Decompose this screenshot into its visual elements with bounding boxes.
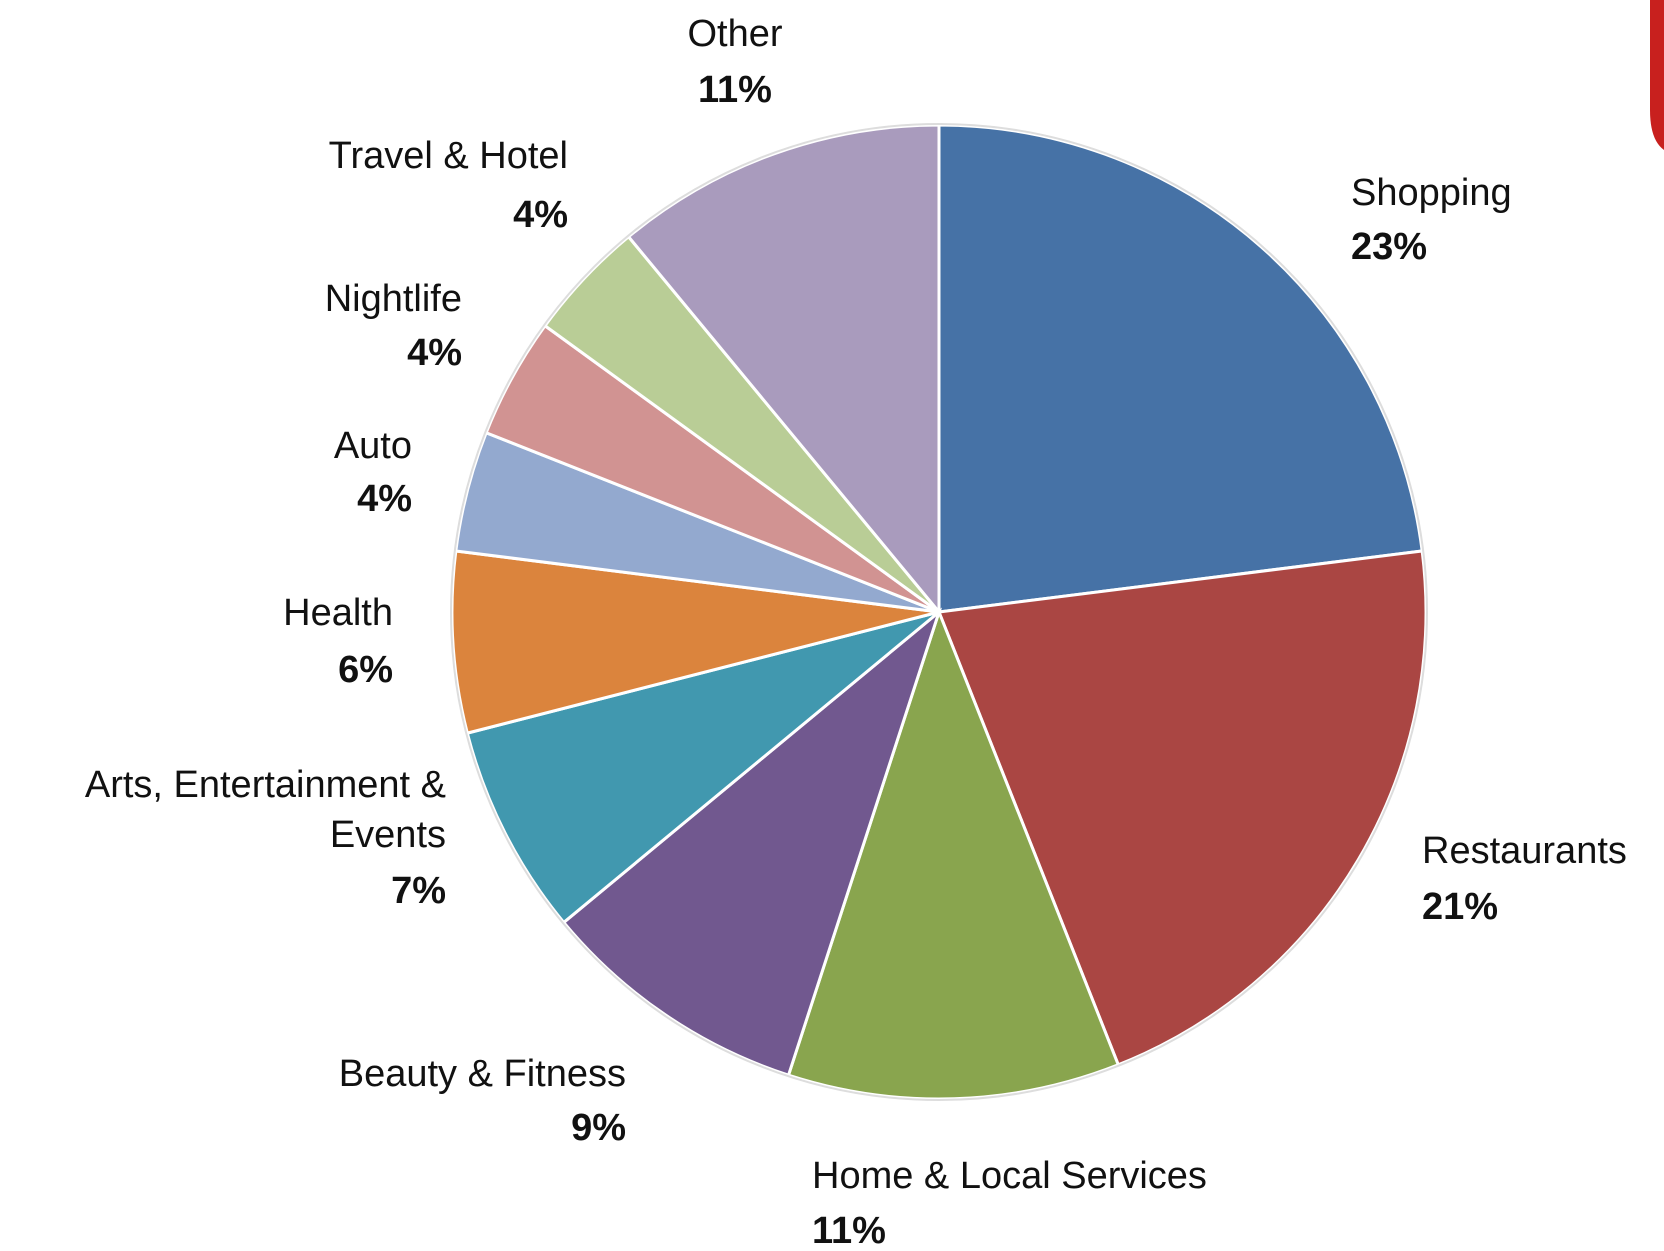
pie-slice (937, 123, 1424, 614)
pie-slice (786, 607, 1121, 1101)
pie-slice (450, 549, 940, 735)
slice-label: Beauty & Fitness (338, 1053, 626, 1095)
slice-value-label: 11% (698, 69, 772, 111)
pie-outline (450, 123, 1428, 1101)
pie-slice (465, 610, 940, 925)
slice-label: Restaurants (1422, 830, 1627, 872)
slice-value-label: 6% (338, 649, 393, 691)
slice-label: Nightlife (324, 278, 462, 320)
slice-label: Auto (333, 425, 412, 467)
pie-slice (936, 549, 1428, 1067)
slice-value-label: 4% (357, 478, 412, 520)
pie-slice (626, 123, 941, 617)
slice-label: Home & Local Services (812, 1155, 1207, 1197)
slice-value-label: 7% (391, 870, 446, 912)
slice-label: Travel & Hotel (328, 135, 568, 177)
pie-slice (561, 607, 943, 1078)
slice-value-label: 21% (1422, 886, 1499, 928)
corner-decoration (1650, 0, 1664, 150)
slice-label: Shopping (1351, 172, 1512, 214)
slice-value-label: 23% (1351, 226, 1428, 268)
slice-label: Health (283, 592, 393, 634)
slice-value-label: 4% (513, 194, 568, 236)
slice-value-label: 11% (812, 1210, 886, 1251)
slice-value-label: 9% (571, 1107, 626, 1149)
slice-label: Arts, Entertainment & Events (84, 764, 446, 856)
slice-value-label: 4% (407, 332, 462, 374)
slice-label: Other (687, 13, 783, 55)
